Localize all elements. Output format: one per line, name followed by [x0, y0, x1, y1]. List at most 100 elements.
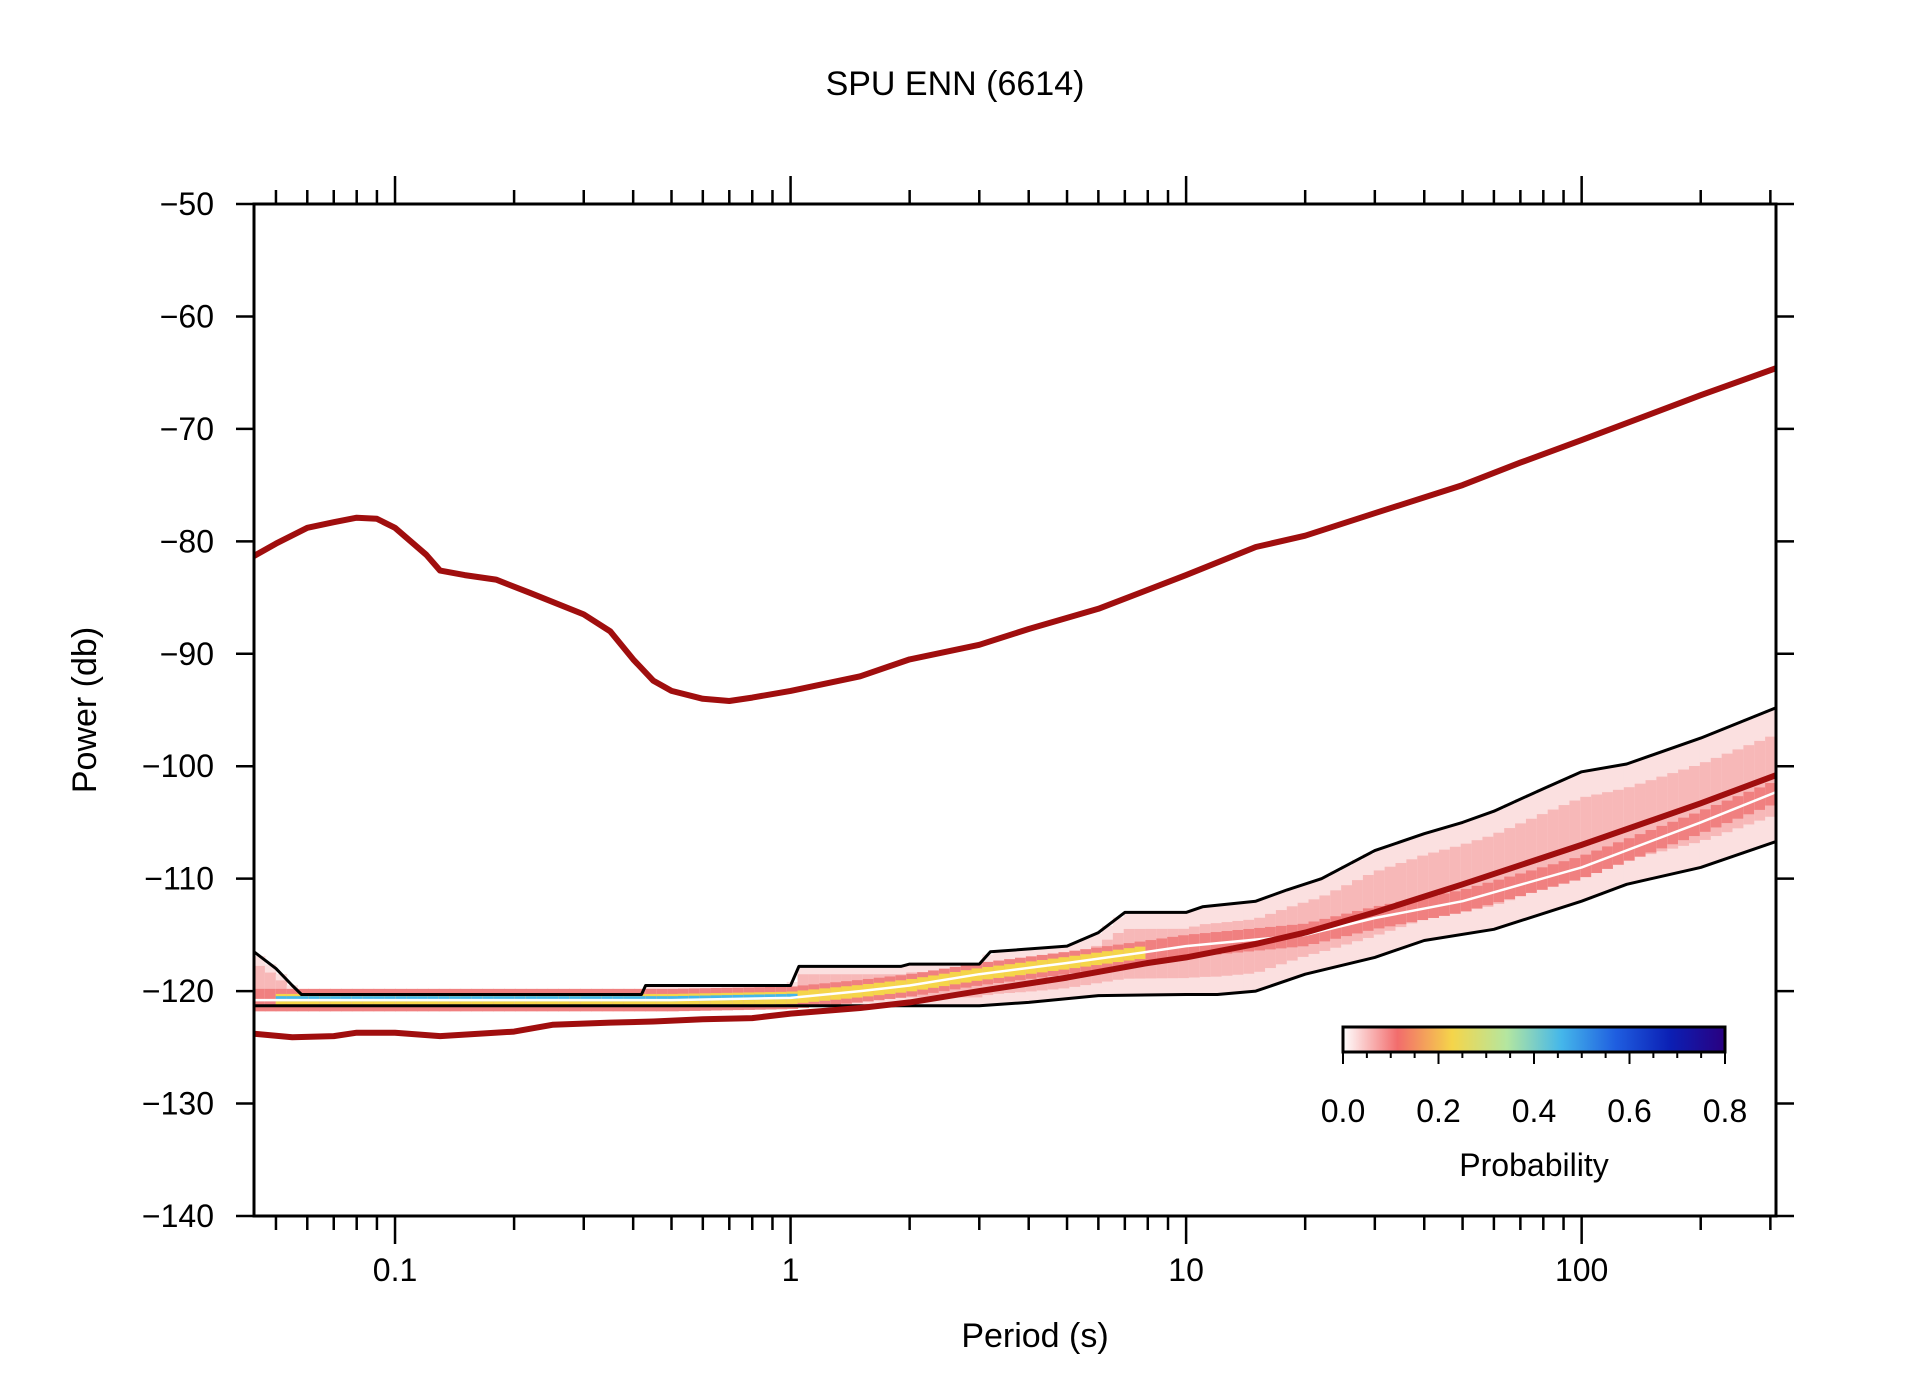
x-axis: 0.1 1 10 100: [274, 176, 1772, 1288]
density-band-peak: [591, 996, 603, 1002]
y-tick-label: −130: [142, 1086, 214, 1122]
y-tick-label: −70: [160, 411, 214, 447]
density-band-peak: [406, 996, 418, 1002]
density-band-peak: [699, 995, 712, 1001]
lower-reference-line: [254, 772, 1776, 1041]
y-tick-label: −140: [142, 1198, 214, 1234]
density-band-peak: [373, 996, 386, 1002]
density-band-peak: [536, 996, 549, 1002]
density-band-peak: [297, 996, 309, 1002]
x-tick-label: 0.1: [373, 1252, 417, 1288]
density-band-peak: [656, 996, 668, 1002]
density-band-peak: [438, 996, 451, 1002]
density-band-mid: [1352, 880, 1364, 942]
colorbar-tick-label: 0.8: [1703, 1093, 1747, 1129]
density-band-peak: [395, 996, 407, 1002]
density-band-mid: [1384, 866, 1397, 931]
density-band-peak: [471, 996, 483, 1002]
x-tick-label: 10: [1168, 1252, 1204, 1288]
y-tick-label: −110: [144, 861, 214, 897]
density-band-mid: [1591, 794, 1603, 871]
density-band-peak: [493, 996, 505, 1002]
density-band-peak: [547, 996, 559, 1002]
density-band-mid: [1645, 780, 1658, 855]
density-band-mid: [1417, 855, 1429, 920]
density-band-mid: [1515, 823, 1527, 897]
density-band-peak: [558, 996, 570, 1002]
colorbar-tick-label: 0.0: [1321, 1093, 1365, 1129]
density-band-peak: [612, 996, 625, 1002]
density-band-peak: [319, 996, 331, 1002]
density-band-peak: [743, 994, 755, 1000]
probability-density: [254, 709, 1776, 1012]
y-tick-label: −100: [142, 748, 214, 784]
density-band-mid: [1580, 796, 1592, 874]
density-band-peak: [764, 994, 777, 1000]
density-band-peak: [525, 996, 538, 1002]
y-tick-label: −90: [160, 636, 214, 672]
density-band-peak: [308, 996, 320, 1002]
density-band-peak: [417, 996, 429, 1002]
density-band-mid: [1482, 836, 1494, 907]
density-band-peak: [286, 996, 299, 1002]
mode-line: [254, 790, 1776, 1002]
density-band-peak: [330, 996, 342, 1002]
y-axis-label: Power (db): [66, 627, 104, 793]
colorbar-label: Probability: [1459, 1147, 1608, 1183]
density-band-peak: [786, 993, 799, 999]
y-axis: −50 −60 −70 −80 −90 −100 −110 −120 −130 −140: [142, 186, 1794, 1234]
density-band-peak: [677, 995, 690, 1002]
density-band-peak: [754, 994, 766, 1000]
density-band-mid: [1634, 783, 1647, 857]
series-layer: [254, 365, 1776, 1041]
density-band-mid: [1428, 852, 1440, 918]
density-band-mid: [1569, 800, 1581, 878]
density-band-peak: [340, 996, 353, 1002]
x-tick-label: 1: [782, 1252, 800, 1288]
density-band-mid: [1623, 787, 1636, 860]
probability-colorbar: 0.0 0.2 0.4 0.6 0.8 Probability: [1321, 1025, 1747, 1183]
density-band-peak: [362, 996, 375, 1002]
colorbar-tick-label: 0.2: [1416, 1093, 1460, 1129]
density-band-mid: [1406, 859, 1418, 924]
density-band-peak: [710, 995, 723, 1001]
density-band-mid: [1536, 814, 1549, 889]
density-band-peak: [775, 994, 788, 1000]
density-band-peak: [667, 996, 679, 1002]
y-tick-label: −80: [160, 523, 214, 559]
density-band-mid: [1438, 849, 1451, 916]
density-band-peak: [449, 996, 462, 1002]
density-band-mid: [1362, 874, 1375, 938]
density-band-peak: [427, 996, 440, 1002]
density-band-peak: [275, 996, 288, 1002]
density-band-peak: [580, 996, 592, 1002]
density-band-mid: [1493, 832, 1505, 904]
density-band-peak: [460, 996, 473, 1002]
density-band-peak: [732, 994, 744, 1000]
x-tick-label: 100: [1555, 1252, 1608, 1288]
y-tick-label: −120: [142, 973, 214, 1009]
density-band-mid: [1547, 809, 1560, 886]
density-band-peak: [504, 996, 516, 1002]
density-band-peak: [351, 996, 364, 1002]
density-band-peak: [384, 996, 396, 1002]
y-tick-label: −60: [160, 298, 214, 334]
y-tick-label: −50: [160, 186, 214, 222]
density-band-peak: [569, 996, 581, 1002]
density-band-mid: [1395, 863, 1407, 928]
upper-percentile-line: [254, 706, 1776, 996]
density-band-mid: [1460, 843, 1473, 912]
density-band-peak: [623, 996, 636, 1002]
density-band-mid: [1612, 789, 1625, 864]
colorbar-gradient: [1341, 1025, 1727, 1054]
density-band-mid: [1602, 792, 1614, 867]
density-band-mid: [1558, 805, 1571, 882]
x-axis-label: Period (s): [961, 1317, 1108, 1355]
colorbar-tick-label: 0.6: [1607, 1093, 1651, 1129]
density-band-peak: [721, 995, 733, 1001]
lower-percentile-line: [254, 840, 1776, 1008]
density-band-peak: [688, 995, 701, 1001]
density-band-peak: [634, 996, 646, 1002]
density-band-peak: [645, 996, 657, 1002]
